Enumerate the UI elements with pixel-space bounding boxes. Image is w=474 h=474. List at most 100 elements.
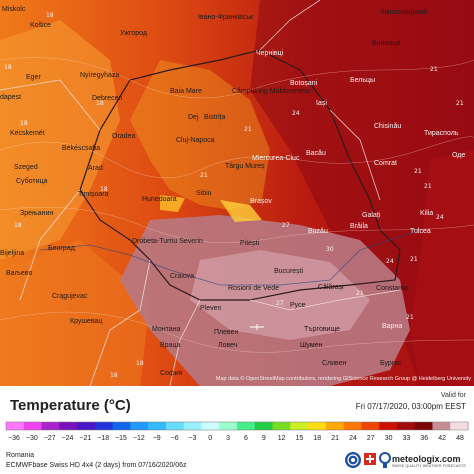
city-label: Brăila <box>350 223 368 230</box>
ecmwf-logo-icon <box>345 452 361 468</box>
city-label: Плевен <box>214 329 239 336</box>
contour-value: 18 <box>20 120 28 127</box>
city-label: Івано-Франківськ <box>198 14 254 21</box>
contour-value: 18 <box>136 360 144 367</box>
city-label: Brașov <box>250 198 272 205</box>
city-label: Винница <box>372 40 401 47</box>
scale-tick-label: 0 <box>208 435 213 442</box>
city-label: Pitești <box>240 240 260 247</box>
city-label: Ужгород <box>120 30 147 37</box>
city-label: Békéscsaba <box>62 145 101 152</box>
city-label: Buzău <box>308 228 328 235</box>
city-label: Debrecen <box>92 95 123 102</box>
scale-swatch <box>94 422 114 430</box>
city-label: Galați <box>362 212 381 219</box>
valid-label: Valid for <box>440 392 466 399</box>
contour-value: 27 <box>276 300 284 307</box>
scale-tick-label: −6 <box>170 435 179 442</box>
scale-tick-label: 9 <box>261 435 266 442</box>
contour-value: 18 <box>4 64 12 71</box>
scale-swatch <box>414 422 434 430</box>
city-label: Крушевац <box>70 318 103 325</box>
city-label: София <box>160 370 183 377</box>
city-label: Bistrița <box>204 114 226 121</box>
scale-tick-label: 6 <box>243 435 248 442</box>
city-label: Comrat <box>374 160 397 167</box>
city-label: Arad <box>88 165 103 172</box>
contour-value: 27 <box>282 222 290 229</box>
scale-tick-label: 3 <box>226 435 231 442</box>
contour-value: 18 <box>96 100 104 107</box>
meteologix-logo-icon <box>379 452 391 468</box>
scale-swatch <box>450 422 469 430</box>
brand-tagline: SWISS QUALITY WEATHER FORECASTS <box>392 464 466 468</box>
scale-swatch <box>112 422 131 430</box>
scale-tick-label: 15 <box>295 435 304 442</box>
city-label: Бельцы <box>350 77 376 84</box>
city-label: Зрењанин <box>20 210 54 217</box>
city-label: Botoșani <box>290 80 318 87</box>
map-canvas <box>0 0 474 386</box>
city-label: Суботица <box>16 178 48 185</box>
contour-value: 18 <box>100 186 108 193</box>
scale-tick-label: 30 <box>384 435 393 442</box>
city-label: Kecskemét <box>10 130 45 137</box>
city-label: dapest <box>0 94 22 101</box>
city-label: Craiova <box>170 273 195 280</box>
contour-value: 21 <box>430 66 438 73</box>
scale-swatch <box>379 422 398 430</box>
scale-swatch <box>432 422 451 430</box>
black-sea <box>410 150 474 386</box>
scale-tick-label: −21 <box>79 435 92 442</box>
city-label: Timișoara <box>78 191 109 198</box>
city-label: Bacău <box>306 150 326 157</box>
mountain-cool-spot <box>220 200 262 222</box>
extreme-core-zone <box>190 250 370 340</box>
city-label: Crągujevac <box>52 293 88 300</box>
city-label: Tulcea <box>410 228 431 235</box>
contour-value: 21 <box>414 168 422 175</box>
brand-name[interactable]: meteologix.com <box>392 454 461 464</box>
city-label: Miercurea-Ciuc <box>252 155 300 162</box>
city-label: Враца <box>160 342 181 349</box>
scale-tick-label: 12 <box>277 435 286 442</box>
city-label: Sibiu <box>196 190 212 197</box>
scale-swatch <box>325 422 345 430</box>
color-scale-bar <box>5 421 469 431</box>
city-label: Търговище <box>304 326 341 333</box>
city-label: Чернівці <box>256 50 284 57</box>
scale-tick-label: 18 <box>313 435 322 442</box>
contour-value: 21 <box>424 183 432 190</box>
city-label: Chisinău <box>374 123 402 130</box>
scale-tick-label: 21 <box>331 435 339 442</box>
scale-swatch <box>343 422 362 430</box>
scale-swatch <box>165 422 185 430</box>
scale-tick-label: −30 <box>25 435 38 442</box>
contour-value: 30 <box>326 246 334 253</box>
city-label: Бургас <box>380 360 402 367</box>
contour-value: 21 <box>200 172 208 179</box>
city-label: Rosiorii de Vede <box>228 285 279 292</box>
scale-swatch <box>23 422 43 430</box>
city-label: Pleven <box>200 305 222 312</box>
contour-lines <box>0 57 474 353</box>
scale-tick-label: −36 <box>8 435 20 442</box>
city-label: Оде <box>452 152 466 159</box>
city-label: Miskolc <box>2 6 26 13</box>
temperature-map[interactable]: Miskolc Košice Ужгород Івано-Франківськ Черн… <box>0 0 474 386</box>
city-label: Câmpulung Moldovenesc <box>232 88 311 95</box>
scale-tick-label: −15 <box>115 435 127 442</box>
scale-swatch <box>272 422 291 430</box>
legend-title: Temperature (°C) <box>10 397 131 414</box>
contour-value: 18 <box>46 12 54 19</box>
city-label: Шумен <box>300 342 323 349</box>
city-label: Хмельницький <box>380 9 428 16</box>
city-label: Košice <box>30 22 52 29</box>
contour-value: 24 <box>292 110 300 117</box>
model-info: ECMWFbase Swiss HD 4x4 (2 days) from 07/… <box>6 462 187 469</box>
scale-swatch <box>396 422 416 430</box>
scale-swatch <box>290 422 309 430</box>
scale-frame <box>5 421 469 431</box>
city-label: Călărași <box>318 284 344 291</box>
city-label: Ловеч <box>218 342 238 349</box>
